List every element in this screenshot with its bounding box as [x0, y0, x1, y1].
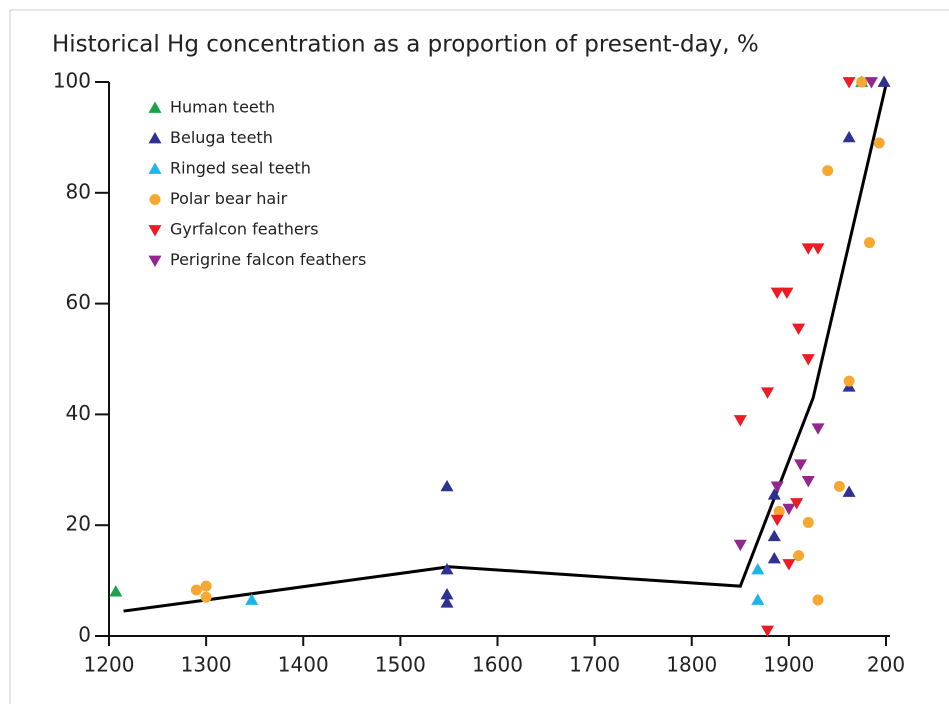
point	[770, 287, 784, 300]
legend-marker	[148, 225, 162, 237]
point	[733, 539, 747, 552]
point	[773, 505, 785, 517]
legend-marker	[148, 132, 162, 144]
point	[440, 479, 454, 492]
legend-label: Polar bear hair	[170, 189, 288, 208]
point	[802, 516, 814, 528]
legend-marker	[148, 101, 162, 113]
point	[812, 594, 824, 606]
point	[767, 551, 781, 564]
legend-marker	[148, 255, 162, 267]
point	[245, 593, 259, 605]
point	[822, 165, 834, 177]
point	[751, 563, 765, 575]
y-tick-label: 0	[78, 623, 91, 647]
point	[856, 76, 868, 88]
point	[864, 77, 878, 89]
point	[792, 323, 806, 336]
point	[109, 585, 123, 597]
x-tick-label: 1500	[375, 653, 426, 677]
point	[782, 559, 796, 571]
point	[200, 580, 212, 592]
legend-label: Human teeth	[170, 98, 275, 117]
point	[842, 77, 856, 89]
point	[782, 503, 796, 516]
legend-marker	[148, 162, 162, 174]
point	[842, 485, 856, 497]
legend-label: Ringed seal teeth	[170, 159, 311, 178]
point	[440, 596, 454, 608]
point	[877, 75, 891, 87]
x-tick-label: 1200	[84, 653, 135, 677]
point	[843, 375, 855, 387]
point	[767, 529, 781, 542]
point	[811, 423, 825, 435]
x-tick-label: 1800	[666, 653, 717, 677]
point	[440, 563, 454, 575]
x-tick-label: 1300	[181, 653, 232, 677]
x-tick-label: 1900	[763, 653, 814, 677]
point	[190, 584, 202, 596]
x-tick-label: 200	[867, 653, 905, 677]
y-tick-label: 80	[66, 179, 91, 203]
point	[793, 550, 805, 562]
point	[780, 287, 794, 300]
point	[770, 514, 784, 527]
y-tick-label: 60	[66, 290, 91, 314]
point	[440, 587, 454, 600]
point	[790, 498, 804, 510]
y-tick-label: 40	[66, 401, 91, 425]
y-tick-label: 20	[66, 512, 91, 536]
point	[761, 387, 775, 399]
chart-title: Historical Hg concentration as a proport…	[52, 32, 759, 58]
point	[842, 130, 856, 143]
point	[873, 137, 885, 149]
point	[767, 488, 781, 500]
legend-marker	[149, 194, 161, 205]
y-tick-label: 100	[53, 69, 91, 93]
x-tick-label: 1700	[569, 653, 620, 677]
x-tick-label: 1400	[278, 653, 329, 677]
point	[801, 243, 815, 255]
point	[733, 415, 747, 427]
point	[801, 354, 815, 366]
x-tick-label: 1600	[472, 653, 523, 677]
point	[761, 625, 775, 637]
point	[811, 243, 825, 255]
point	[770, 481, 784, 493]
point	[200, 591, 212, 603]
legend-label: Perigrine falcon feathers	[170, 250, 366, 269]
point	[863, 237, 875, 249]
legend-label: Beluga teeth	[170, 128, 273, 147]
point	[833, 480, 845, 492]
point	[794, 459, 808, 471]
point	[801, 476, 815, 488]
trend-line	[123, 84, 888, 613]
legend-label: Gyrfalcon feathers	[170, 220, 319, 239]
point	[751, 593, 765, 605]
